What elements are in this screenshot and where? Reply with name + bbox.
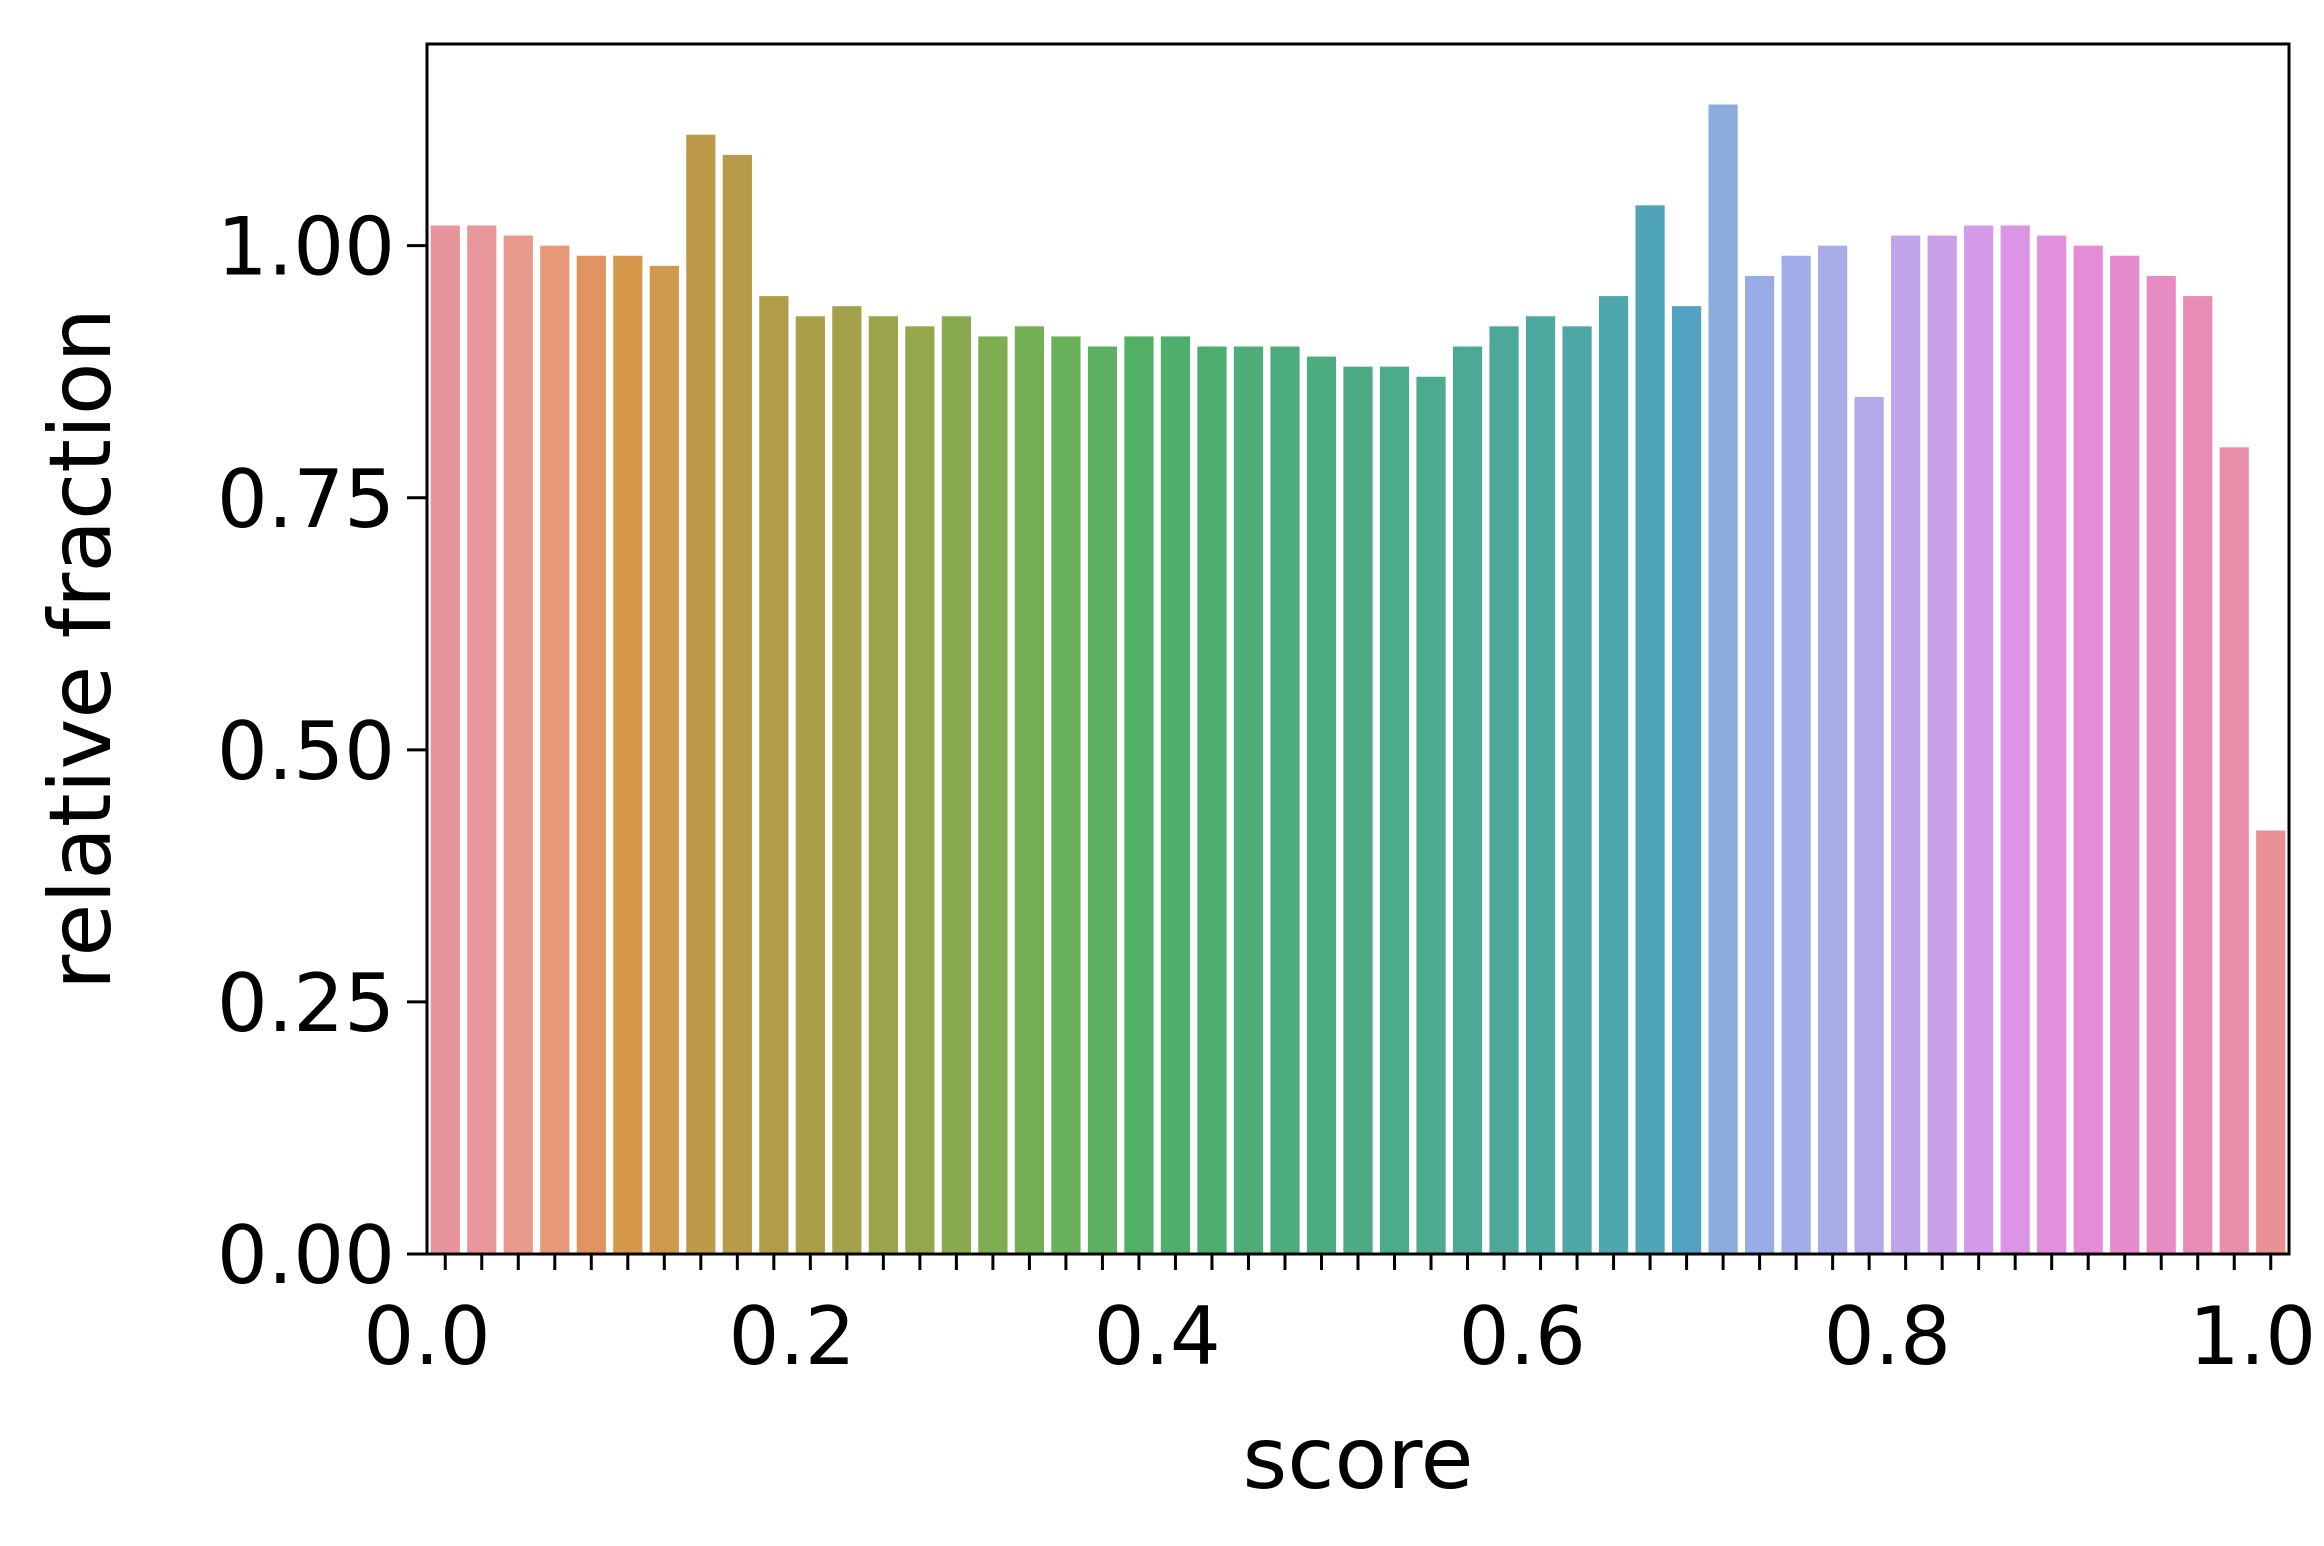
bar-43 xyxy=(2000,225,2030,1254)
x-tick-label: 0.8 xyxy=(1824,1290,1951,1383)
y-tick-label: 0.50 xyxy=(217,705,395,798)
bar-42 xyxy=(1964,225,1994,1254)
bar-29 xyxy=(1489,326,1519,1255)
x-tick-label: 0.0 xyxy=(363,1290,490,1383)
bar-18 xyxy=(1087,346,1118,1254)
bar-10 xyxy=(795,316,825,1254)
bar-5 xyxy=(613,255,643,1254)
bar-13 xyxy=(905,326,935,1255)
bar-19 xyxy=(1124,336,1154,1254)
bar-34 xyxy=(1671,306,1702,1254)
bar-39 xyxy=(1854,396,1884,1254)
bar-17 xyxy=(1051,336,1081,1254)
bar-8 xyxy=(722,154,752,1254)
bar-4 xyxy=(576,255,606,1254)
plot-frame xyxy=(425,42,2291,1256)
bar-11 xyxy=(832,306,862,1254)
bar-20 xyxy=(1160,336,1191,1254)
x-tick-label: 0.6 xyxy=(1459,1290,1586,1383)
y-axis-label: relative fraction xyxy=(31,308,131,990)
bar-14 xyxy=(941,316,971,1254)
bar-6 xyxy=(649,265,679,1255)
bars-group xyxy=(430,104,2286,1255)
bar-41 xyxy=(1927,235,1957,1254)
bar-16 xyxy=(1014,326,1045,1255)
y-axis-ticks: 0.00 0.25 0.50 0.75 1.00 xyxy=(217,201,427,1302)
bar-24 xyxy=(1306,356,1337,1255)
bar-40 xyxy=(1891,235,1921,1254)
bar-31 xyxy=(1562,326,1592,1255)
bar-25 xyxy=(1343,366,1373,1254)
bar-3 xyxy=(540,245,570,1255)
y-tick-label: 0.00 xyxy=(217,1209,395,1302)
bar-28 xyxy=(1452,346,1483,1254)
bar-15 xyxy=(978,336,1008,1254)
bar-48 xyxy=(2183,296,2213,1255)
bar-37 xyxy=(1781,255,1811,1254)
bar-1 xyxy=(467,225,497,1254)
y-tick-label: 1.00 xyxy=(217,201,395,294)
bar-32 xyxy=(1598,296,1629,1255)
bar-9 xyxy=(759,296,789,1255)
y-tick-label: 0.75 xyxy=(217,453,395,546)
bar-2 xyxy=(503,235,533,1254)
bar-26 xyxy=(1379,366,1410,1254)
bar-27 xyxy=(1416,376,1446,1254)
bar-50 xyxy=(2256,830,2286,1254)
bar-23 xyxy=(1270,346,1300,1254)
bar-44 xyxy=(2037,235,2067,1254)
bar-35 xyxy=(1708,104,1738,1254)
bar-21 xyxy=(1197,346,1227,1254)
bar-7 xyxy=(686,134,716,1254)
bar-46 xyxy=(2110,255,2140,1254)
bar-12 xyxy=(868,316,898,1254)
bar-0 xyxy=(430,225,460,1254)
y-tick-label: 0.25 xyxy=(217,957,395,1050)
bar-49 xyxy=(2219,447,2249,1255)
x-tick-label: 0.2 xyxy=(728,1290,855,1383)
bar-45 xyxy=(2073,245,2103,1255)
bar-47 xyxy=(2146,275,2176,1254)
x-axis-label: score xyxy=(1242,1409,1473,1509)
bar-36 xyxy=(1745,275,1775,1254)
bar-30 xyxy=(1525,316,1556,1254)
x-tick-label: 1.0 xyxy=(2189,1290,2316,1383)
x-tick-label: 0.4 xyxy=(1094,1290,1221,1383)
bar-22 xyxy=(1233,346,1264,1254)
x-axis-ticks: 0.0 0.2 0.4 0.6 0.8 1.0 xyxy=(363,1254,2316,1383)
bar-38 xyxy=(1818,245,1848,1255)
bar-33 xyxy=(1635,205,1665,1255)
